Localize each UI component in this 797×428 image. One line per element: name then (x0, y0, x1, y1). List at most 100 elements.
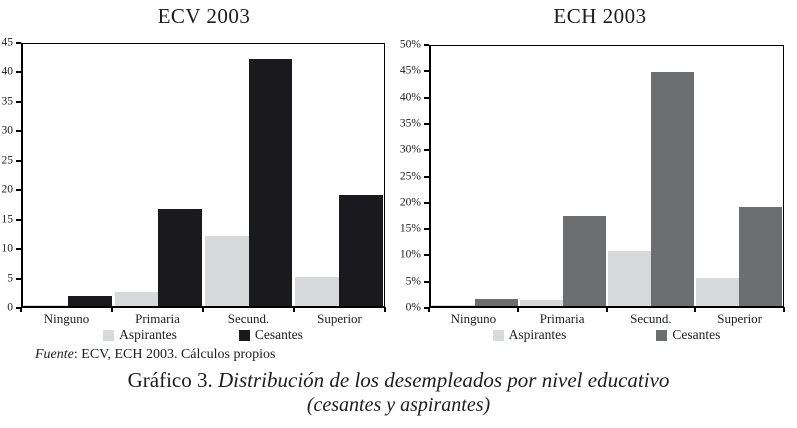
y-tick-mark (16, 71, 21, 74)
bar-cesantes-superior (739, 207, 782, 306)
y-tick-mark (424, 44, 429, 46)
plot-area (429, 45, 784, 308)
legend-entry-aspirantes: Aspirantes (103, 327, 177, 343)
x-tick-mark (516, 307, 519, 312)
y-tick-label: 40 (1, 65, 14, 78)
bar-aspirantes-primaria (520, 299, 563, 306)
x-tick-mark (384, 307, 386, 312)
y-tick-label: 15% (399, 222, 421, 235)
caption-title: Distribución de los desempleados por niv… (217, 368, 670, 392)
bar-aspirantes-ninguno (432, 305, 475, 306)
y-tick-mark (424, 175, 429, 178)
x-tick-mark (428, 307, 430, 312)
y-tick-label: 15 (1, 212, 14, 225)
category-label: Ninguno (450, 311, 497, 326)
legend-swatch (656, 329, 668, 341)
y-tick-mark (424, 149, 429, 152)
legend-label: Aspirantes (119, 327, 177, 342)
x-tick-mark (111, 307, 113, 312)
x-tick-mark (202, 307, 204, 312)
legend-label: Cesantes (254, 327, 303, 342)
source-text: : ECV, ECH 2003. Cálculos propios (73, 347, 276, 362)
y-tick-label: 30% (399, 143, 421, 156)
bar-aspirantes-secund (608, 251, 651, 306)
category-label: Ninguno (43, 311, 90, 326)
y-tick-label: 45% (399, 64, 421, 77)
y-tick-mark (16, 307, 21, 309)
y-tick-label: 45 (1, 36, 14, 49)
y-tick-mark (16, 100, 21, 103)
y-tick-mark (16, 130, 21, 133)
y-tick-label: 35% (399, 117, 421, 130)
category-label: Primaria (135, 311, 180, 326)
y-tick-mark (16, 218, 21, 221)
bar-aspirantes-primaria (114, 292, 159, 306)
category-labels: Ninguno Primaria Secund. Superior (429, 311, 784, 327)
legend-swatch (103, 329, 115, 341)
bar-group-ninguno (23, 44, 113, 306)
legend-entry-cesantes: Cesantes (238, 327, 303, 343)
chart-ecv-2003: ECV 2003 45 40 35 30 25 20 15 10 5 0 Ninguno Prima… (0, 0, 400, 348)
y-tick-mark (16, 248, 21, 251)
bar-group-primaria (113, 44, 203, 306)
source-note: Fuente: ECV, ECH 2003. Cálculos propios (35, 347, 275, 363)
y-axis: 50% 45% 40% 35% 30% 25% 20% 15% 10% 5% 0% (399, 39, 429, 313)
category-label: Primaria (539, 311, 585, 326)
chart-title-ech: ECH 2003 (553, 4, 647, 28)
legend-entry-cesantes: Cesantes (656, 327, 720, 343)
y-tick-mark (424, 254, 429, 257)
y-tick-label: 5% (405, 274, 421, 287)
x-axis-ticks (20, 307, 386, 313)
legend-swatch (492, 329, 504, 341)
category-label: Superior (317, 311, 362, 326)
category-labels: Ninguno Primaria Secund. Superior (21, 311, 385, 327)
category-label: Superior (717, 311, 763, 326)
bar-aspirantes-superior (696, 278, 739, 306)
y-tick-label: 35 (1, 95, 14, 108)
y-axis: 45 40 35 30 25 20 15 10 5 0 (0, 37, 21, 313)
x-axis-ticks (428, 307, 785, 313)
bar-group-ninguno (431, 46, 519, 306)
figure-caption: Gráfico 3. Distribución de los desemplea… (0, 368, 797, 393)
y-tick-mark (424, 70, 429, 73)
y-tick-mark (16, 42, 21, 44)
y-tick-label: 25 (1, 154, 14, 167)
x-tick-mark (293, 307, 295, 312)
bar-cesantes-superior (338, 195, 383, 306)
y-tick-label: 50% (399, 38, 421, 51)
bar-cesantes-ninguno (475, 298, 518, 306)
caption-number: Gráfico 3. (127, 368, 213, 392)
chart-title-ecv: ECV 2003 (157, 4, 251, 28)
y-tick-mark (424, 228, 429, 231)
bar-aspirantes-ninguno (24, 304, 69, 306)
bar-group-secund (204, 44, 294, 306)
bar-group-primaria (519, 46, 607, 306)
y-tick-label: 40% (399, 90, 421, 103)
y-tick-mark (16, 159, 21, 162)
y-tick-label: 0 (7, 301, 13, 314)
legend-label: Aspirantes (508, 327, 567, 342)
x-tick-mark (605, 307, 608, 312)
bar-cesantes-primaria (158, 209, 203, 306)
y-tick-mark (424, 201, 429, 204)
y-tick-label: 25% (399, 169, 421, 182)
bar-cesantes-ninguno (68, 295, 112, 306)
y-tick-mark (16, 277, 21, 280)
category-label: Secund. (630, 311, 672, 326)
y-tick-label: 0% (405, 301, 421, 314)
plot-area (21, 43, 385, 308)
y-tick-mark (424, 96, 429, 99)
legend-swatch (238, 329, 250, 341)
y-tick-mark (424, 307, 429, 309)
legend-entry-aspirantes: Aspirantes (492, 327, 567, 343)
bar-aspirantes-secund (204, 235, 249, 306)
y-tick-mark (16, 189, 21, 192)
category-label: Secund. (227, 311, 270, 326)
y-tick-mark (424, 122, 429, 125)
y-tick-label: 10% (399, 248, 421, 261)
legend-label: Cesantes (672, 327, 721, 342)
legend: Aspirantes Cesantes (21, 327, 385, 343)
y-tick-label: 30 (1, 124, 14, 137)
y-tick-mark (424, 280, 429, 283)
